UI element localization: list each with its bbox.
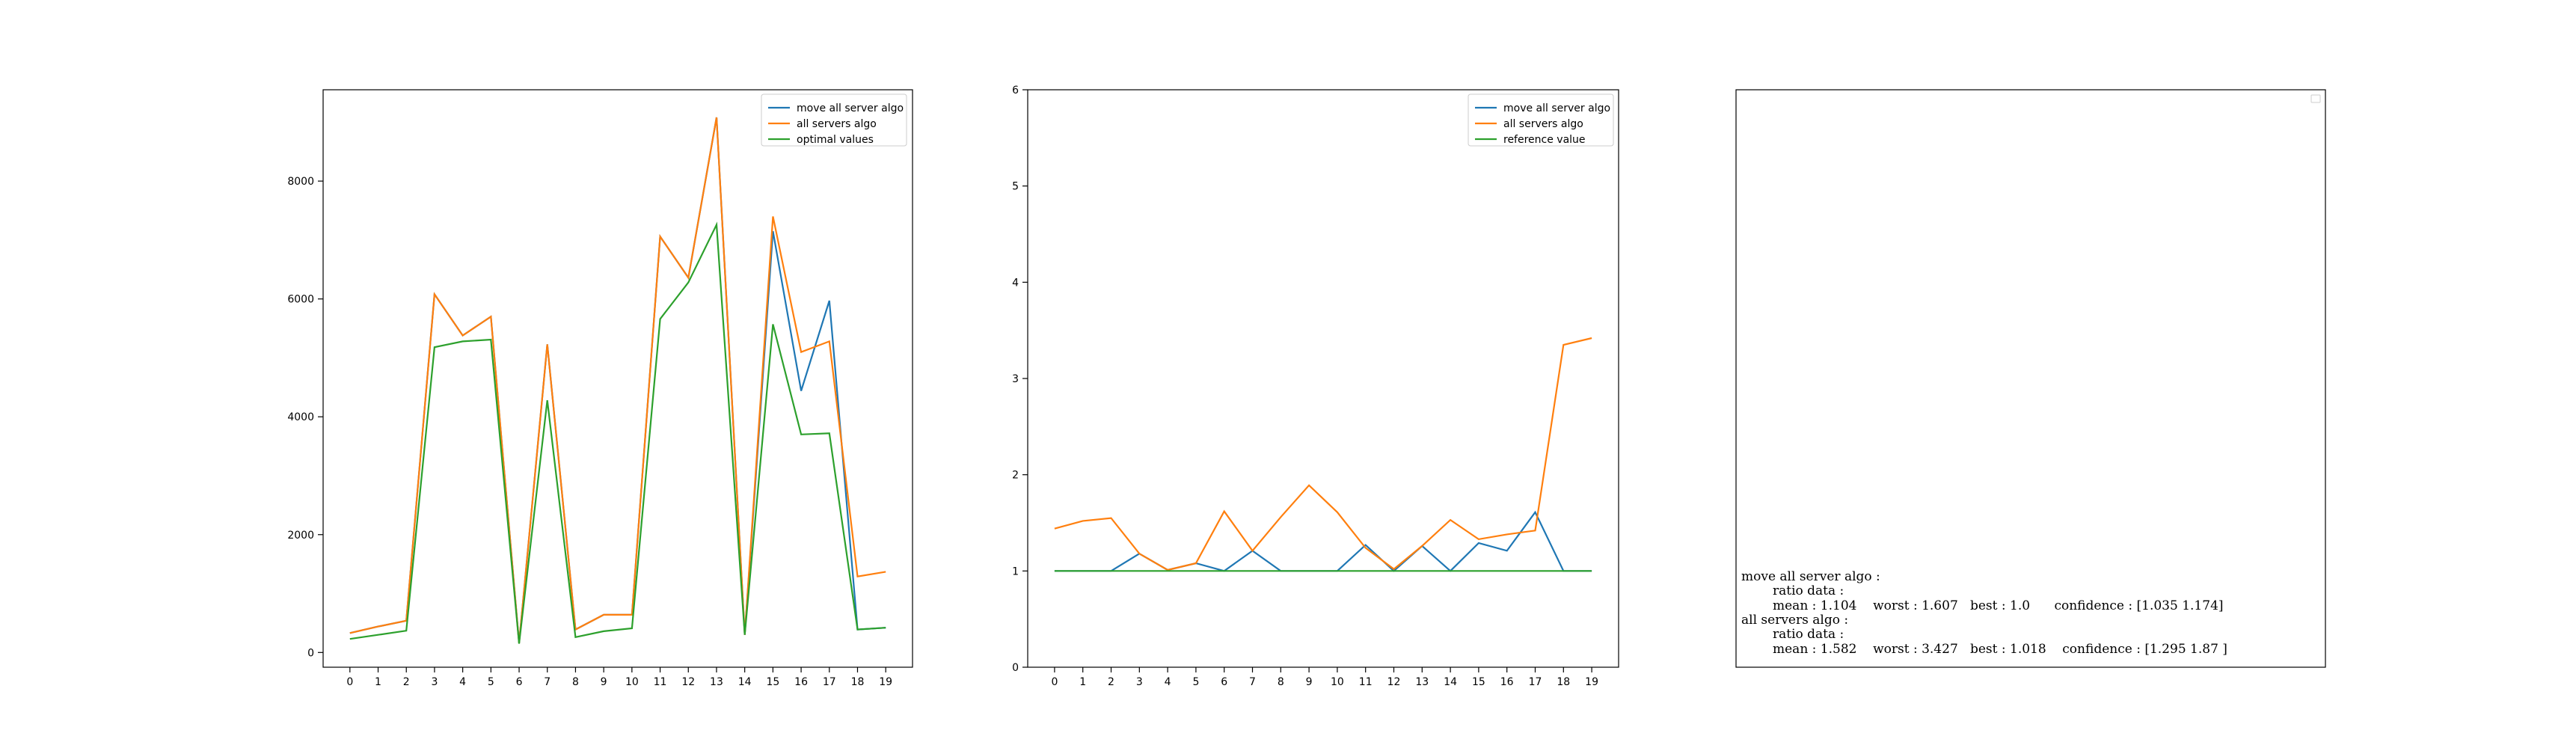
c2-x-tick-label: 19	[1585, 676, 1598, 688]
c2-y-tick-label: 2	[1012, 470, 1019, 482]
c1-x-tick-label: 7	[544, 676, 551, 688]
c1-x-tick-label: 13	[710, 676, 723, 688]
c2-x-tick-label: 15	[1472, 676, 1485, 688]
c1-x-tick-label: 10	[625, 676, 639, 688]
c2-y-tick-label: 1	[1012, 565, 1019, 577]
c1-y-tick-label: 6000	[287, 294, 314, 306]
c1-y-tick-label: 0	[307, 647, 314, 659]
c1-series-line-3	[349, 221, 886, 644]
c1-legend-label-3: optimal values	[797, 134, 874, 146]
c2-x-tick-label: 10	[1331, 676, 1344, 688]
c2-y-tick-label: 4	[1012, 277, 1019, 289]
c1-x-tick-label: 17	[823, 676, 836, 688]
c1-x-tick-label: 2	[403, 676, 410, 688]
c2-x-tick-label: 16	[1500, 676, 1514, 688]
c1-legend-label-1: move all server algo	[797, 102, 904, 114]
c1-y-tick-label: 8000	[287, 176, 314, 188]
stats-algo-1-name: move all server algo :	[1741, 569, 1880, 584]
c1-x-tick-label: 4	[459, 676, 466, 688]
chart-1-series-lines	[349, 117, 886, 644]
c2-x-tick-label: 14	[1444, 676, 1457, 688]
c1-x-tick-label: 12	[681, 676, 695, 688]
c1-x-tick-label: 9	[601, 676, 607, 688]
chart-1-x-ticks: 0 1 2 3 4 5 6 7 8 9 10 11 12 13 14 15 16 17 18 19	[346, 667, 892, 688]
chart-2-axes-frame	[1027, 89, 1619, 668]
c2-x-tick-label: 3	[1136, 676, 1143, 688]
chart-2-legend: move all server algo all servers algo refe…	[1468, 94, 1614, 147]
c1-x-tick-label: 0	[346, 676, 353, 688]
c1-x-tick-label: 3	[431, 676, 438, 688]
chart-2-y-ticks: 0 1 2 3 4 5 6	[1012, 85, 1028, 674]
chart-2-x-ticks: 0 1 2 3 4 5 6 7 8 9 10 11 12 13 14 15 16 17 18 19	[1051, 667, 1598, 688]
c1-x-tick-label: 8	[572, 676, 579, 688]
c1-y-tick-label: 4000	[287, 411, 314, 423]
stats-algo-2-line: mean : 1.582 worst : 3.427 best : 1.018 …	[1773, 642, 2227, 657]
c1-legend-box	[761, 94, 907, 147]
c2-x-tick-label: 18	[1557, 676, 1570, 688]
c2-x-tick-label: 7	[1249, 676, 1256, 688]
c2-legend-box	[1468, 94, 1614, 147]
chart-1-y-ticks: 0 2000 4000 6000 8000	[287, 176, 323, 659]
c1-x-tick-label: 1	[375, 676, 381, 688]
c2-legend-label-2: all servers algo	[1503, 118, 1583, 130]
c2-y-tick-label: 5	[1012, 181, 1019, 193]
chart-2-series-lines	[1054, 337, 1592, 572]
stats-algo-1-line: mean : 1.104 worst : 1.607 best : 1.0 co…	[1773, 598, 2224, 613]
c2-series-line-2	[1054, 337, 1592, 571]
c2-x-tick-label: 2	[1108, 676, 1114, 688]
c2-y-tick-label: 0	[1012, 662, 1019, 674]
stats-algo-2-sub: ratio data :	[1773, 627, 1844, 642]
c2-x-tick-label: 13	[1415, 676, 1429, 688]
c1-x-tick-label: 6	[516, 676, 523, 688]
stats-algo-1-sub: ratio data :	[1773, 583, 1844, 598]
c2-x-tick-label: 5	[1192, 676, 1199, 688]
c2-x-tick-label: 4	[1165, 676, 1171, 688]
c2-x-tick-label: 0	[1051, 676, 1058, 688]
c1-x-tick-label: 15	[766, 676, 779, 688]
c1-x-tick-label: 19	[879, 676, 892, 688]
chart-1-axes-frame	[322, 89, 913, 668]
c2-x-tick-label: 17	[1529, 676, 1542, 688]
c1-x-tick-label: 5	[488, 676, 494, 688]
c2-x-tick-label: 11	[1359, 676, 1373, 688]
c1-x-tick-label: 18	[851, 676, 865, 688]
c2-legend-label-1: move all server algo	[1503, 102, 1610, 114]
c1-y-tick-label: 2000	[287, 530, 314, 542]
c2-y-tick-label: 3	[1012, 373, 1019, 385]
stats-panel-frame	[1735, 89, 2326, 668]
c1-legend-label-2: all servers algo	[797, 118, 877, 130]
c2-x-tick-label: 6	[1221, 676, 1227, 688]
c2-x-tick-label: 1	[1079, 676, 1086, 688]
stats-algo-2-name: all servers algo :	[1741, 613, 1848, 628]
c2-x-tick-label: 8	[1278, 676, 1284, 688]
c2-legend-label-3: reference value	[1503, 134, 1586, 146]
c1-x-tick-label: 11	[654, 676, 667, 688]
c2-y-tick-label: 6	[1012, 85, 1019, 96]
c1-x-tick-label: 16	[794, 676, 808, 688]
c1-x-tick-label: 14	[738, 676, 752, 688]
empty-legend-box	[2310, 94, 2321, 103]
c2-x-tick-label: 9	[1306, 676, 1313, 688]
stats-panel: move all server algo : ratio data : mean…	[1735, 89, 2326, 668]
c1-series-line-2	[349, 117, 886, 643]
chart-1-legend: move all server algo all servers algo opti…	[761, 94, 907, 147]
c2-x-tick-label: 12	[1387, 676, 1401, 688]
